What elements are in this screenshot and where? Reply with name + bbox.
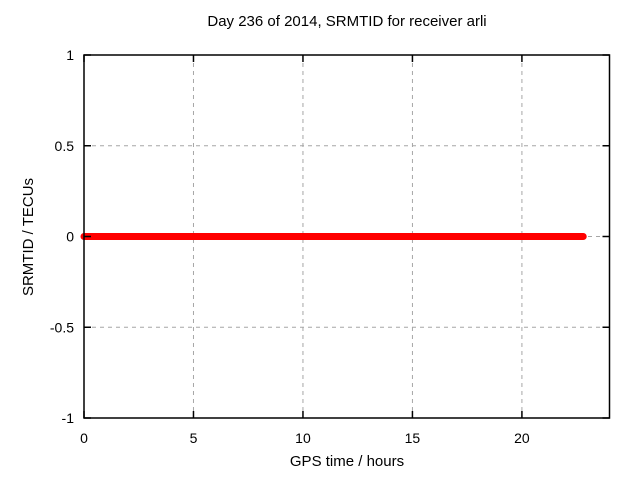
- axis-ticks: [83, 54, 610, 419]
- x-tick-label: 10: [295, 430, 311, 446]
- chart-title: Day 236 of 2014, SRMTID for receiver arl…: [207, 13, 487, 30]
- x-tick-label: 20: [514, 430, 530, 446]
- x-tick-label: 15: [405, 430, 421, 446]
- x-tick-labels: 0 5 10 15 20: [80, 430, 530, 446]
- x-axis-label: GPS time / hours: [289, 453, 405, 470]
- y-tick-label: 0.5: [55, 138, 75, 154]
- y-tick-labels: 1 0.5 0 -0.5 -1: [50, 47, 74, 426]
- y-tick-label: 1: [66, 47, 74, 63]
- x-tick-label: 5: [190, 430, 198, 446]
- y-tick-label: -0.5: [50, 319, 74, 335]
- y-tick-label: -1: [62, 410, 75, 426]
- y-tick-label: 0: [66, 229, 74, 245]
- x-tick-label: 0: [80, 430, 88, 446]
